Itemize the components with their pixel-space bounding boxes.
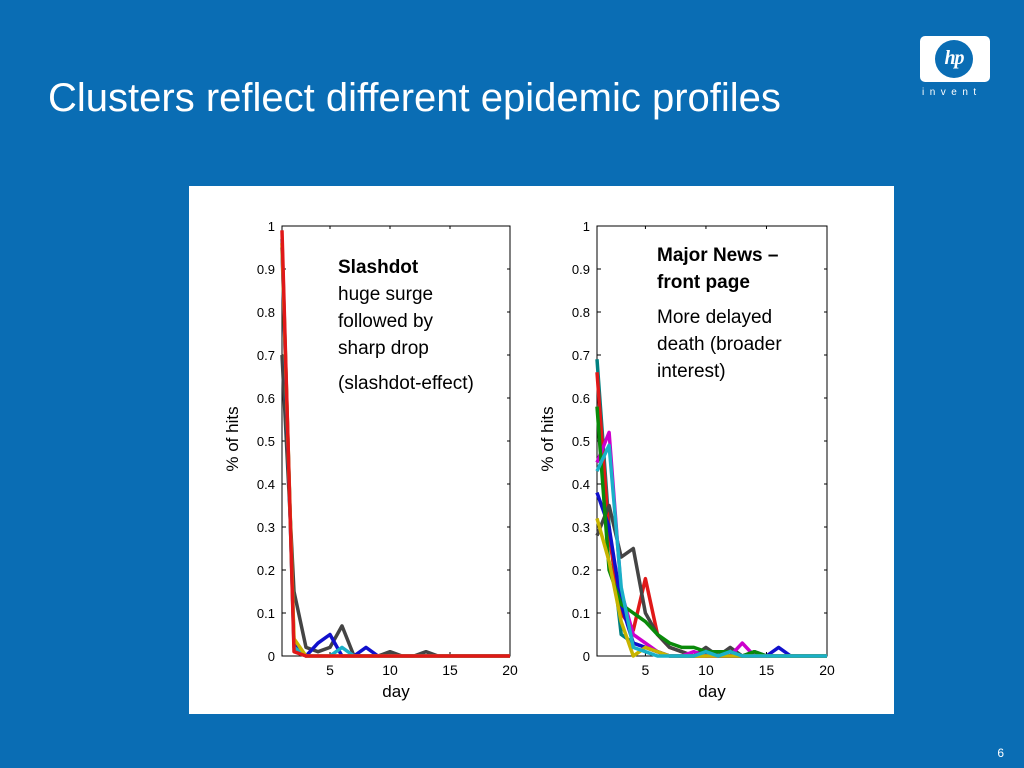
chart-1-ytick-label: 0.3	[257, 520, 275, 535]
chart-2-ytick-label: 1	[583, 219, 590, 234]
chart-1-x-axis-label: day	[382, 682, 410, 701]
chart-1-ytick-label: 0.8	[257, 305, 275, 320]
charts-canvas: 00.10.20.30.40.50.60.70.80.915 10 15 20day%…	[223, 219, 835, 701]
chart-2-ytick-label: 0.4	[572, 477, 590, 492]
annotation-major-news: Major News – front page More delayed dea…	[657, 242, 805, 385]
annotation-major-news-heading: Major News – front page	[657, 245, 779, 293]
chart-2-xtick-label: 10	[698, 662, 714, 678]
chart-2-xtick-label: 20	[819, 662, 835, 678]
annotation-slashdot-note: (slashdot-effect)	[338, 373, 474, 394]
chart-2-ytick-label: 0.6	[572, 391, 590, 406]
hp-logo-tagline: invent	[922, 87, 982, 98]
chart-2-ytick-label: 0.3	[572, 520, 590, 535]
chart-1-ytick-label: 0.5	[257, 434, 275, 449]
chart-1-series-1-line	[280, 354, 510, 658]
chart-1-ytick-label: 0.1	[257, 606, 275, 621]
chart-1-xtick-label: 5	[326, 662, 334, 678]
annotation-slashdot-body: huge surge followed by sharp drop	[338, 284, 434, 359]
slide-title: Clusters reflect different epidemic prof…	[48, 76, 781, 120]
chart-1-series-5-line	[280, 230, 510, 658]
chart-1-ytick-label: 1	[268, 219, 275, 234]
chart-1-y-axis-label: % of hits	[223, 406, 242, 471]
chart-2-ytick-label: 0.5	[572, 434, 590, 449]
chart-2-ytick-label: 0	[583, 649, 590, 664]
hp-logo: hp invent	[920, 36, 992, 102]
chart-2-y-axis-label: % of hits	[538, 406, 557, 471]
hp-logo-icon: hp	[935, 40, 973, 78]
annotation-slashdot-heading: Slashdot	[338, 257, 419, 278]
chart-2-ytick-label: 0.8	[572, 305, 590, 320]
chart-2-xtick-label: 5	[642, 662, 650, 678]
chart-1-xtick-label: 20	[502, 662, 518, 678]
figure-panel: 0 0.1 0.2 0.3 0.4 0.5 0.6 0.7 0.8 0.9 1 5 10 15 20 day%…	[189, 186, 894, 714]
chart-2-xtick-label: 15	[759, 662, 775, 678]
chart-1-xtick-label: 10	[382, 662, 398, 678]
chart-1-ytick-label: 0.7	[257, 348, 275, 363]
chart-1-ytick-label: 0.2	[257, 563, 275, 578]
chart-1-ytick-label: 0.4	[257, 477, 275, 492]
chart-2-x-axis-label: day	[698, 682, 726, 701]
chart-1-ytick-label: 0.6	[257, 391, 275, 406]
annotation-slashdot: Slashdot huge surge followed by sharp dr…	[338, 254, 478, 397]
chart-2-ytick-label: 0.2	[572, 563, 590, 578]
chart-2-ytick-label: 0.1	[572, 606, 590, 621]
hp-logo-box: hp	[920, 36, 990, 82]
chart-2-series-6-line	[595, 406, 827, 658]
chart-2-ytick-label: 0.7	[572, 348, 590, 363]
chart-2-ytick-label: 0.9	[572, 262, 590, 277]
annotation-major-news-body: More delayed death (broader interest)	[657, 307, 782, 382]
chart-2-series-4-line	[595, 430, 827, 658]
chart-1-xtick-label: 15	[442, 662, 458, 678]
page-number: 6	[997, 746, 1004, 760]
chart-1-ytick-label: 0.9	[257, 262, 275, 277]
chart-2-series-8-line	[595, 443, 827, 658]
chart-1-ytick-label: 0	[268, 649, 275, 664]
